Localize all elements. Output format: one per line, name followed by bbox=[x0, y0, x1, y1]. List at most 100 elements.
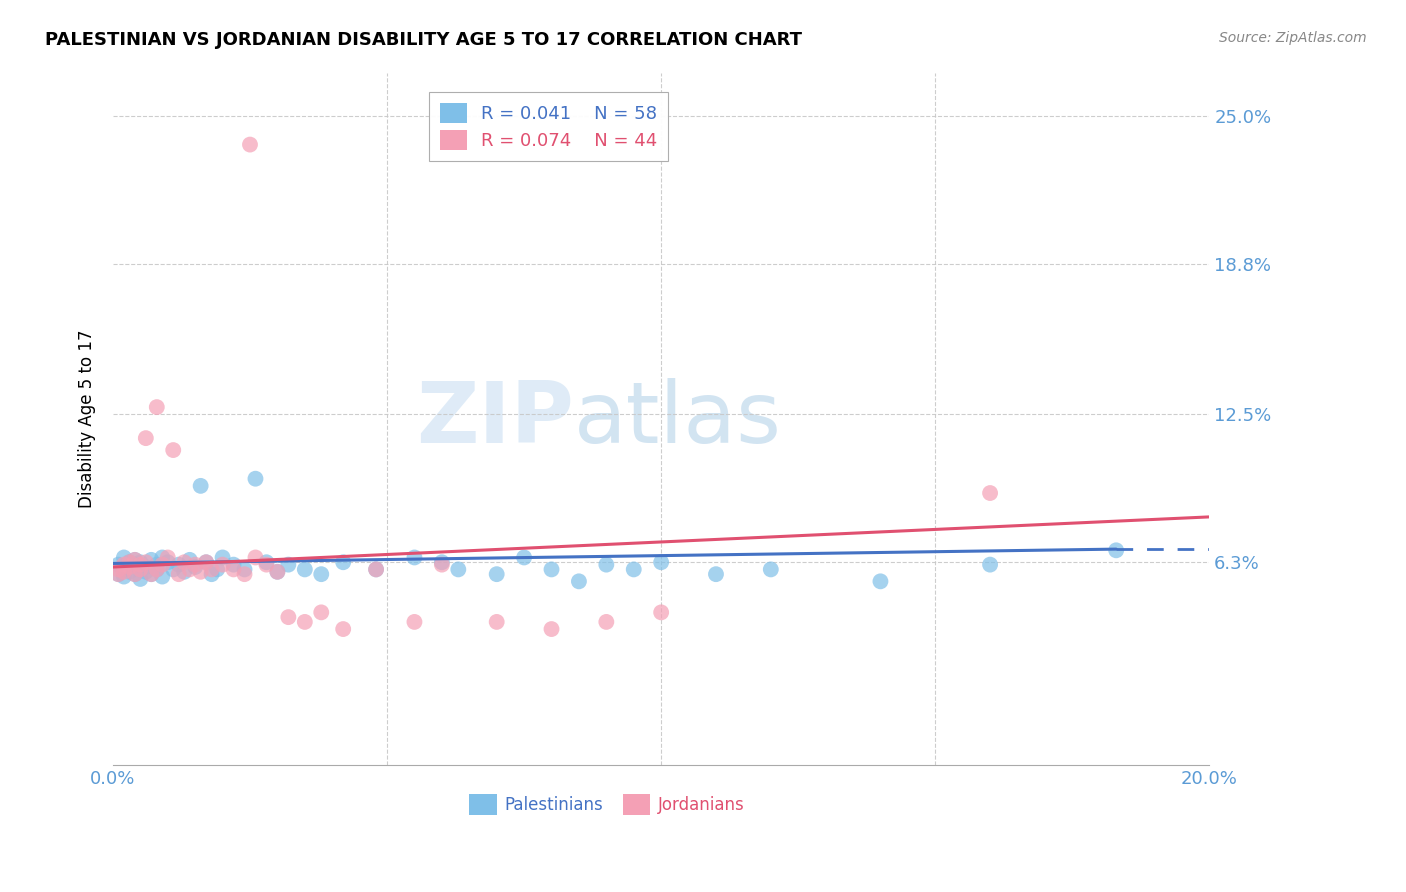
Point bbox=[195, 555, 218, 569]
Point bbox=[156, 555, 179, 569]
Point bbox=[430, 555, 453, 569]
Point bbox=[332, 622, 354, 636]
Point bbox=[256, 555, 278, 569]
Point bbox=[650, 555, 672, 569]
Point bbox=[112, 550, 135, 565]
Point bbox=[195, 555, 218, 569]
Point bbox=[233, 567, 256, 582]
Point bbox=[222, 562, 245, 576]
Point bbox=[540, 622, 562, 636]
Point bbox=[184, 558, 207, 572]
Point bbox=[107, 558, 129, 572]
Text: Source: ZipAtlas.com: Source: ZipAtlas.com bbox=[1219, 31, 1367, 45]
Point bbox=[146, 558, 169, 572]
Point bbox=[447, 562, 470, 576]
Point bbox=[118, 565, 141, 579]
Point bbox=[245, 550, 267, 565]
Y-axis label: Disability Age 5 to 17: Disability Age 5 to 17 bbox=[79, 330, 96, 508]
Point bbox=[129, 555, 152, 569]
Point bbox=[704, 567, 727, 582]
Point bbox=[256, 558, 278, 572]
Point bbox=[118, 560, 141, 574]
Point bbox=[146, 400, 169, 414]
Point bbox=[211, 550, 233, 565]
Point bbox=[277, 610, 299, 624]
Point bbox=[118, 555, 141, 569]
Point bbox=[309, 606, 332, 620]
Point bbox=[404, 615, 426, 629]
Point bbox=[540, 562, 562, 576]
Point bbox=[162, 443, 184, 458]
Point bbox=[184, 560, 207, 574]
Text: atlas: atlas bbox=[574, 377, 782, 460]
Point bbox=[124, 553, 146, 567]
Point bbox=[156, 550, 179, 565]
Point bbox=[173, 555, 195, 569]
Point bbox=[107, 567, 129, 582]
FancyBboxPatch shape bbox=[470, 794, 496, 815]
Point bbox=[112, 562, 135, 576]
Point bbox=[167, 567, 190, 582]
Point bbox=[201, 567, 224, 582]
Point bbox=[485, 615, 508, 629]
Point bbox=[129, 572, 152, 586]
Point bbox=[430, 558, 453, 572]
Point bbox=[112, 569, 135, 583]
Point bbox=[650, 606, 672, 620]
Point bbox=[233, 562, 256, 576]
Point bbox=[294, 615, 316, 629]
Point bbox=[201, 562, 224, 576]
Point bbox=[568, 574, 591, 589]
Point bbox=[141, 553, 163, 567]
Point bbox=[129, 562, 152, 576]
Point bbox=[112, 558, 135, 572]
Point bbox=[124, 567, 146, 582]
Point bbox=[124, 553, 146, 567]
Point bbox=[167, 558, 190, 572]
Point bbox=[129, 562, 152, 576]
Point bbox=[205, 562, 228, 576]
Point bbox=[135, 555, 157, 569]
Point bbox=[190, 479, 212, 493]
Point bbox=[404, 550, 426, 565]
Point bbox=[150, 550, 173, 565]
Point bbox=[979, 558, 1001, 572]
Point bbox=[118, 560, 141, 574]
Point bbox=[124, 558, 146, 572]
Point bbox=[211, 558, 233, 572]
Point bbox=[1105, 543, 1128, 558]
Point bbox=[129, 558, 152, 572]
Point bbox=[173, 565, 195, 579]
Point bbox=[141, 567, 163, 582]
Text: Palestinians: Palestinians bbox=[505, 796, 603, 814]
Point bbox=[245, 472, 267, 486]
Point bbox=[979, 486, 1001, 500]
Text: Jordanians: Jordanians bbox=[658, 796, 745, 814]
Point bbox=[179, 562, 201, 576]
Point bbox=[222, 558, 245, 572]
Point bbox=[179, 553, 201, 567]
Point bbox=[146, 562, 169, 576]
Point bbox=[135, 431, 157, 445]
Point bbox=[118, 555, 141, 569]
Point bbox=[277, 558, 299, 572]
Point bbox=[266, 565, 288, 579]
Point bbox=[112, 565, 135, 579]
Point bbox=[485, 567, 508, 582]
Point bbox=[309, 567, 332, 582]
FancyBboxPatch shape bbox=[623, 794, 650, 815]
Point bbox=[595, 615, 617, 629]
Point bbox=[869, 574, 891, 589]
Text: PALESTINIAN VS JORDANIAN DISABILITY AGE 5 TO 17 CORRELATION CHART: PALESTINIAN VS JORDANIAN DISABILITY AGE … bbox=[45, 31, 801, 49]
Point bbox=[759, 562, 782, 576]
Point bbox=[595, 558, 617, 572]
Point bbox=[135, 565, 157, 579]
Point bbox=[146, 562, 169, 576]
Point bbox=[364, 562, 387, 576]
Point bbox=[135, 560, 157, 574]
Point bbox=[150, 558, 173, 572]
Point bbox=[294, 562, 316, 576]
Point bbox=[107, 562, 129, 576]
Point bbox=[124, 567, 146, 582]
Point bbox=[623, 562, 645, 576]
